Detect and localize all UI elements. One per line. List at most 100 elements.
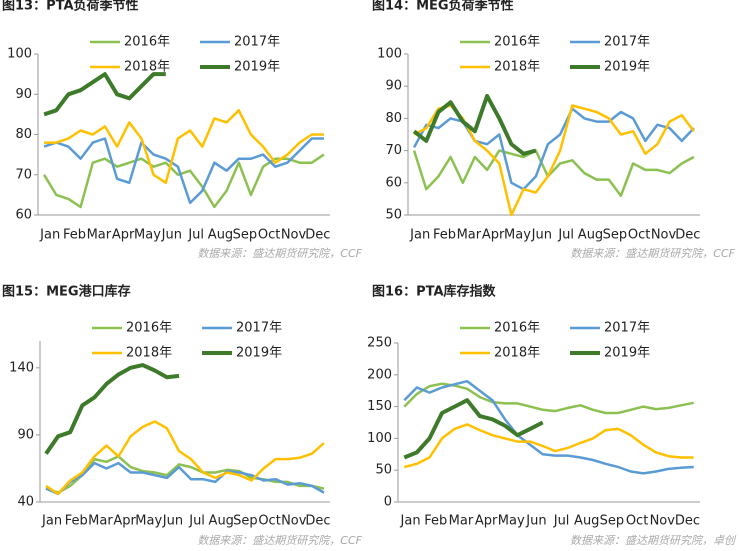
series-line [45, 455, 325, 494]
x-tick-label: Apr [482, 228, 505, 243]
x-tick-label: Mar [88, 514, 113, 529]
x-tick-label: Nov [281, 228, 307, 243]
x-tick-label: Jul [188, 514, 205, 529]
x-tick-label: May [134, 228, 161, 243]
x-tick-label: Jun [531, 228, 552, 243]
x-tick-label: Sep [600, 514, 625, 529]
y-tick-label: 90 [17, 427, 34, 442]
source-note: 数据来源：盛达期货研究院，CCF [570, 247, 735, 260]
legend-label: 2016年 [126, 321, 172, 336]
source-note: 数据来源：盛达期货研究院，CCF [197, 247, 362, 260]
y-tick-label: 50 [385, 208, 402, 223]
x-tick-label: Oct [258, 228, 280, 243]
x-tick-label: Aug [208, 228, 233, 243]
x-tick-label: Dec [305, 228, 330, 243]
legend-label: 2019年 [234, 60, 280, 75]
x-tick-label: Jan [400, 514, 421, 529]
y-tick-label: 50 [375, 463, 392, 478]
series-line [413, 104, 695, 217]
x-tick-label: Feb [424, 514, 447, 529]
series-line [43, 72, 166, 117]
y-tick-label: 100 [367, 431, 392, 446]
x-tick-label: Oct [628, 228, 650, 243]
legend-label: 2017年 [234, 35, 280, 50]
x-tick-label: Sep [233, 514, 258, 529]
series-line [412, 149, 695, 197]
legend-label: 2018年 [124, 60, 170, 75]
x-tick-label: Jul [557, 228, 574, 243]
x-tick-label: Oct [626, 514, 648, 529]
y-tick-label: 140 [9, 360, 34, 375]
y-tick-label: 250 [367, 336, 392, 351]
x-tick-label: Jan [409, 228, 430, 243]
x-tick-label: Mar [457, 228, 482, 243]
legend-label: 2019年 [236, 346, 282, 361]
legend-label: 2018年 [126, 346, 172, 361]
x-tick-label: Jun [162, 514, 183, 529]
series-line [44, 363, 180, 455]
x-tick-label: Apr [112, 228, 135, 243]
x-tick-label: May [498, 514, 525, 529]
y-tick-label: 60 [15, 208, 32, 223]
series-line [403, 398, 544, 460]
x-tick-label: Jun [161, 228, 182, 243]
legend-label: 2018年 [494, 346, 540, 361]
series-line [403, 423, 694, 469]
series-line [44, 109, 324, 185]
x-tick-label: Dec [305, 514, 330, 529]
x-tick-label: Jul [187, 228, 204, 243]
legend-label: 2017年 [236, 321, 282, 336]
x-tick-label: Nov [651, 228, 677, 243]
series-line [403, 379, 694, 475]
x-tick-label: May [135, 514, 162, 529]
y-tick-label: 90 [15, 87, 32, 102]
x-tick-label: Feb [63, 228, 86, 243]
x-tick-label: Dec [675, 228, 700, 243]
legend-label: 2019年 [604, 60, 650, 75]
series-line [412, 93, 537, 156]
x-tick-label: Oct [258, 514, 280, 529]
x-tick-label: Mar [449, 514, 474, 529]
x-tick-label: Mar [87, 228, 112, 243]
y-tick-label: 0 [384, 495, 392, 510]
y-tick-label: 40 [17, 495, 34, 510]
x-tick-label: May [504, 228, 531, 243]
y-tick-label: 70 [15, 167, 32, 182]
chart-title: 图15：MEG港口库存 [2, 284, 131, 300]
y-tick-label: 70 [385, 143, 402, 158]
x-tick-label: Aug [578, 228, 603, 243]
x-tick-label: Dec [675, 514, 700, 529]
series-line [43, 137, 324, 205]
x-tick-label: Apr [475, 514, 498, 529]
chart-title: 图16：PTA库存指数 [372, 284, 497, 300]
x-tick-label: Nov [650, 514, 676, 529]
x-tick-label: Feb [433, 228, 456, 243]
legend-label: 2017年 [604, 35, 650, 50]
legend-label: 2018年 [494, 60, 540, 75]
y-tick-label: 150 [367, 399, 392, 414]
x-tick-label: Aug [574, 514, 599, 529]
legend-label: 2016年 [124, 35, 170, 50]
x-tick-label: Sep [603, 228, 628, 243]
x-tick-label: Apr [113, 514, 136, 529]
legend-label: 2017年 [604, 321, 650, 336]
series-line [45, 461, 325, 496]
x-tick-label: Jul [553, 514, 570, 529]
legend-label: 2016年 [494, 321, 540, 336]
y-tick-label: 100 [377, 47, 402, 62]
legend-label: 2019年 [604, 346, 650, 361]
series-line [43, 153, 325, 209]
legend-label: 2016年 [494, 35, 540, 50]
chart-title: 图13：PTA负荷季节性 [2, 0, 139, 14]
x-tick-label: Feb [65, 514, 88, 529]
x-tick-label: Jan [39, 228, 60, 243]
x-tick-label: Sep [233, 228, 258, 243]
x-tick-label: Nov [281, 514, 307, 529]
x-tick-label: Aug [209, 514, 234, 529]
y-tick-label: 60 [385, 175, 402, 190]
series-line [45, 420, 325, 496]
y-tick-label: 80 [15, 127, 32, 142]
chart-title: 图14：MEG负荷季节性 [372, 0, 514, 14]
y-tick-label: 100 [7, 47, 32, 62]
x-tick-label: Jun [525, 514, 546, 529]
